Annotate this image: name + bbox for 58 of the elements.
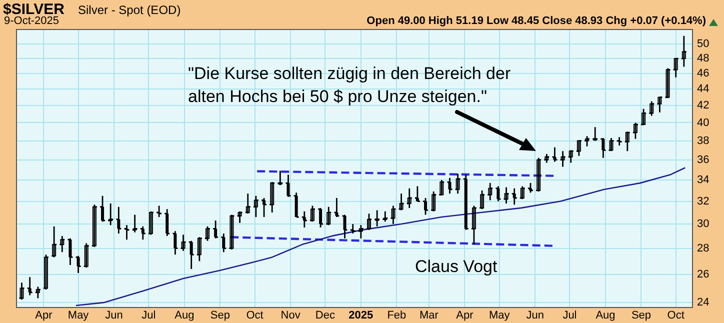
annotation: Claus Vogt xyxy=(415,257,498,277)
x-tick-label: May xyxy=(488,310,510,322)
x-tick-label: Jul xyxy=(142,310,156,322)
candlestick xyxy=(181,234,186,252)
candlestick xyxy=(560,150,565,168)
y-tick-label: 36 xyxy=(697,154,710,166)
candlestick xyxy=(536,157,541,192)
x-tick-label: Aug xyxy=(174,310,194,322)
candlestick xyxy=(666,68,670,99)
candlestick xyxy=(92,204,96,248)
candlestick xyxy=(84,242,88,268)
x-tick-label: Dec xyxy=(315,310,336,322)
x-tick-label: May xyxy=(68,310,90,322)
x-tick-label: 2025 xyxy=(348,310,374,322)
y-tick-label: 24 xyxy=(697,296,710,309)
x-tick-label: Jun xyxy=(526,310,544,322)
candlestick xyxy=(238,210,242,224)
x-tick-label: Oct xyxy=(667,310,684,322)
y-tick-label: 50 xyxy=(697,38,710,50)
x-tick-label: Sep xyxy=(631,310,652,322)
y-tick-label: 30 xyxy=(697,218,710,230)
candlestick xyxy=(391,205,396,225)
candlestick xyxy=(20,282,24,300)
chart-subtitle: Silver - Spot (EOD) xyxy=(78,3,181,17)
x-tick-label: Oct xyxy=(246,310,264,322)
y-tick-label: 38 xyxy=(697,134,710,147)
y-tick-label: 46 xyxy=(697,68,710,80)
candlestick xyxy=(609,137,614,152)
y-tick-label: 28 xyxy=(697,242,710,254)
y-tick-label: 44 xyxy=(697,83,710,96)
x-tick-label: Feb xyxy=(387,310,406,322)
annotation: "Die Kurse sollten zügig in den Bereich der alten Hochs bei 50 $ pro Unze steigen." xyxy=(188,63,512,108)
candlestick xyxy=(399,192,404,211)
candlestick xyxy=(44,254,48,290)
candlestick xyxy=(440,179,444,196)
candlestick xyxy=(504,186,508,204)
x-tick-label: Sep xyxy=(210,310,230,322)
x-tick-label: Apr xyxy=(35,310,53,322)
x-tick-label: Jun xyxy=(105,310,123,322)
x-tick-label: Apr xyxy=(456,310,474,322)
x-tick-label: Mar xyxy=(420,310,439,322)
x-tick-label: Aug xyxy=(596,310,616,322)
text: Open 49.00 High 51.19 Low 48.45 Close 48.93 Chg +0.07 (+0.14%) xyxy=(366,15,706,27)
text: 9-Oct-2025 xyxy=(4,15,60,27)
y-tick-label: 32 xyxy=(697,195,710,208)
y-tick-label: 40 xyxy=(697,116,710,129)
y-tick-label: 42 xyxy=(697,100,710,112)
candlestick xyxy=(230,214,234,250)
candlestick xyxy=(658,96,662,114)
y-tick-label: 26 xyxy=(697,268,710,280)
y-tick-label: 48 xyxy=(697,52,710,65)
y-tick-label: 34 xyxy=(697,174,710,186)
x-tick-label: Nov xyxy=(280,310,301,322)
candlestick xyxy=(205,226,210,242)
x-tick-label: Jul xyxy=(562,310,577,322)
candlestick xyxy=(520,186,524,200)
candlestick xyxy=(650,100,654,116)
candlestick xyxy=(148,210,153,236)
